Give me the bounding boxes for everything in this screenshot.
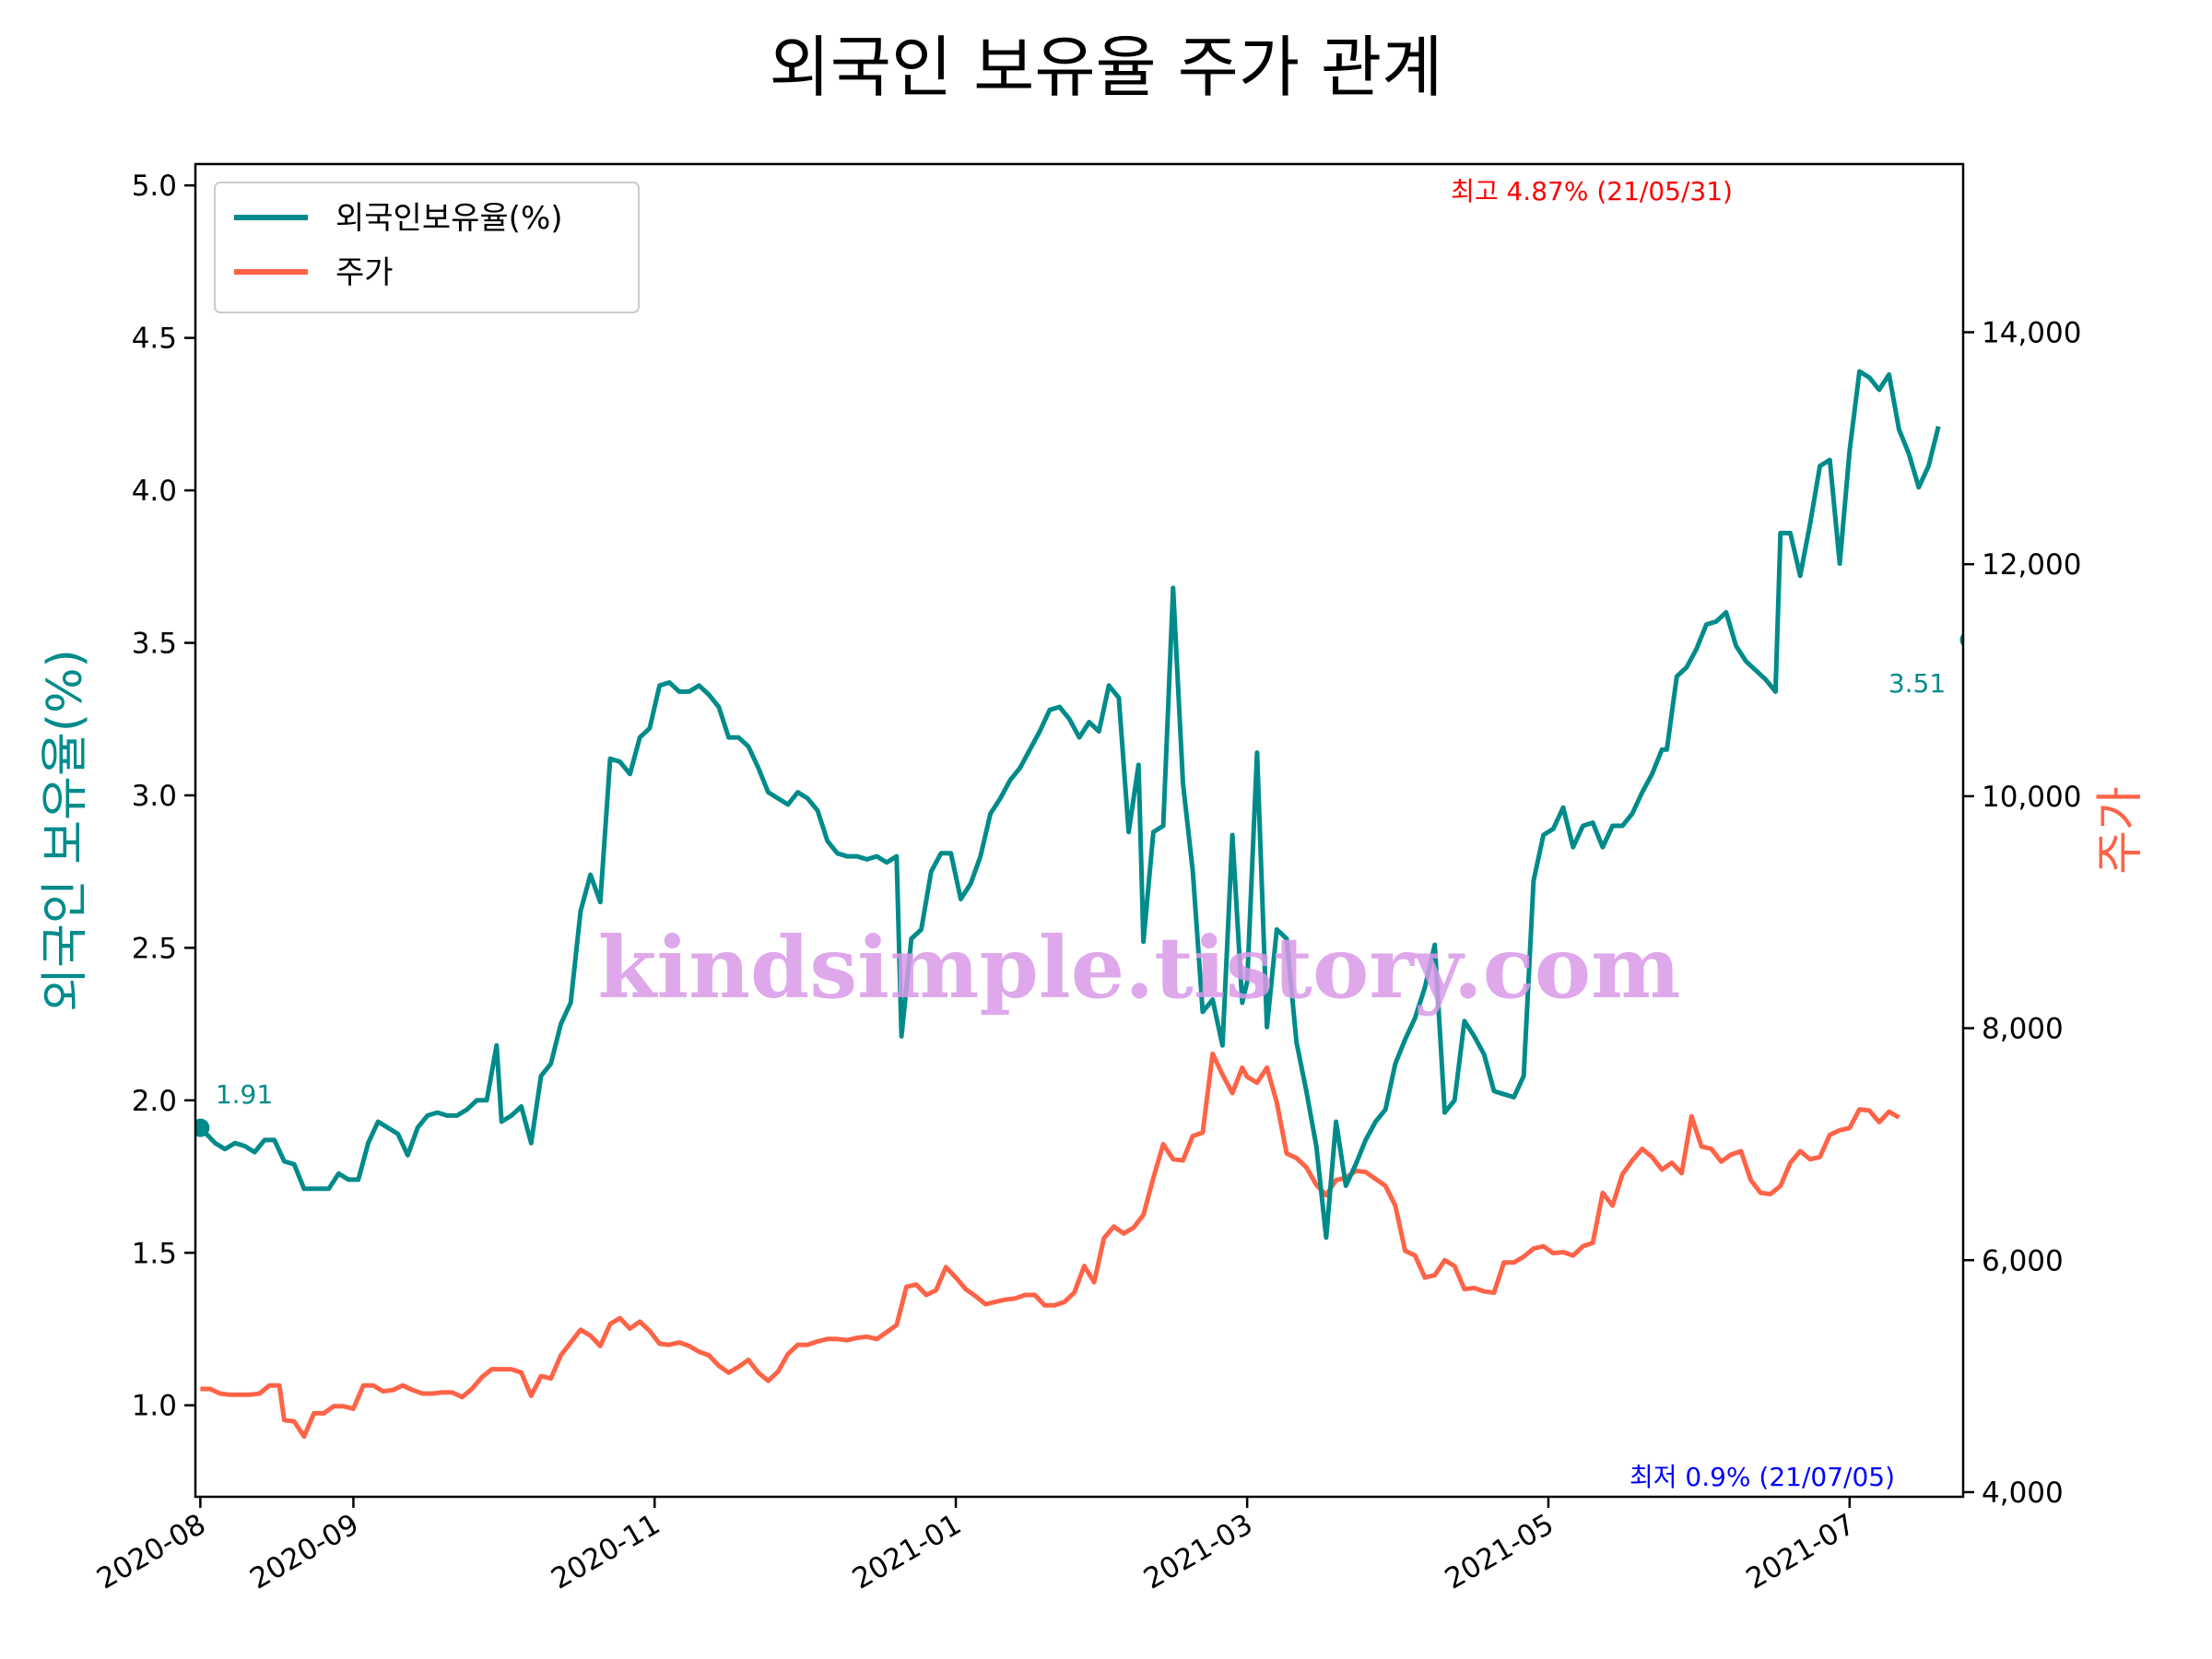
left-tick-label: 2.5 — [132, 932, 177, 965]
right-tick-label: 8,000 — [1982, 1013, 2064, 1046]
left-axis-title: 외국인 보유율(%) — [38, 649, 93, 1012]
x-tick-label: 2020-08 — [91, 1508, 211, 1596]
min-annotation: 최저 0.9% (21/07/05) — [1630, 1462, 1895, 1492]
left-tick-label: 1.0 — [132, 1390, 177, 1423]
legend-label-price: 주가 — [335, 254, 394, 291]
legend: 외국인보유율(%) 주가 — [214, 182, 640, 313]
start-value-label: 1.91 — [216, 1079, 273, 1110]
right-tick-label: 12,000 — [1982, 548, 2081, 582]
max-annotation: 최고 4.87% (21/05/31) — [1451, 176, 1733, 206]
plot-frame — [194, 162, 1965, 1499]
left-tick-label: 1.5 — [132, 1237, 177, 1270]
x-tick-label: 2021-03 — [1138, 1508, 1258, 1596]
x-tick-label: 2021-01 — [847, 1508, 967, 1596]
x-tick-label: 2020-11 — [546, 1508, 665, 1596]
price-line — [200, 1051, 1900, 1440]
left-tick-label: 4.5 — [132, 323, 177, 356]
left-tick-label: 3.0 — [132, 780, 177, 813]
left-tick-label: 2.0 — [132, 1085, 177, 1118]
x-tick-label: 2020-09 — [244, 1508, 364, 1596]
watermark-text: kindsimple.tistory.com — [597, 918, 1680, 1018]
left-tick-label: 5.0 — [132, 170, 177, 203]
right-tick-label: 10,000 — [1982, 781, 2081, 814]
right-axis-title: 주가 — [2093, 786, 2148, 875]
legend-box — [214, 182, 640, 313]
left-tick-label: 3.5 — [132, 628, 177, 661]
start-point-marker — [195, 1118, 210, 1137]
right-tick-label: 14,000 — [1982, 316, 2081, 349]
end-value-label: 3.51 — [1888, 668, 1946, 699]
foreign-ownership-line — [198, 369, 1941, 1241]
left-tick-label: 4.0 — [132, 475, 177, 508]
legend-label-foreign: 외국인보유율(%) — [335, 200, 563, 237]
chart-title: 외국인 보유율 주가 관계 — [769, 29, 1442, 106]
right-tick-label: 6,000 — [1982, 1244, 2064, 1277]
right-tick-label: 4,000 — [1982, 1477, 2064, 1510]
x-tick-label: 2021-07 — [1741, 1508, 1861, 1596]
x-tick-label: 2021-05 — [1440, 1508, 1559, 1596]
